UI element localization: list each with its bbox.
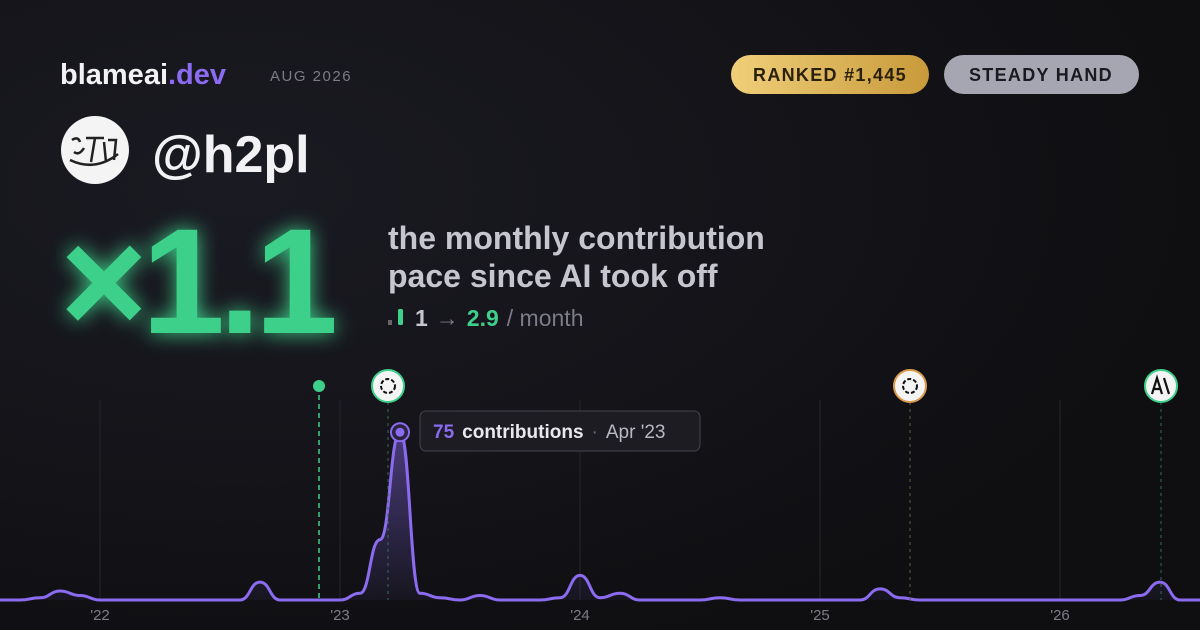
openai-icon — [371, 369, 405, 403]
x-tick-label: '26 — [1050, 607, 1070, 624]
brand: blameai.dev — [60, 59, 226, 91]
rank-text: RANKED #1,445 — [753, 65, 907, 85]
before-icon — [388, 320, 392, 325]
x-tick-label: '24 — [570, 607, 590, 624]
chart: '22 '23 '24 '25 '26 — [0, 400, 1200, 624]
x-tick-label: '22 — [90, 607, 110, 624]
rank-badge — [731, 55, 929, 94]
tooltip-value: 75 — [433, 422, 455, 443]
tooltip: 75 contributions · Apr '23 — [419, 410, 701, 452]
before-value: 1 — [415, 305, 428, 331]
title-text: STEADY HAND — [969, 65, 1113, 85]
brand-tld: .dev — [168, 59, 226, 91]
x-tick-label: '25 — [810, 607, 830, 624]
tooltip-unit: contributions — [462, 422, 583, 443]
pace-values: 1 → 2.9 / month — [415, 305, 584, 331]
avatar — [61, 116, 129, 184]
brand-name: blameai — [60, 59, 168, 91]
tooltip-box — [419, 410, 701, 452]
arrow: → — [436, 305, 459, 331]
handle: @h2pl — [152, 126, 310, 184]
unit: / month — [507, 305, 584, 331]
tooltip-date: Apr '23 — [606, 422, 666, 443]
openai-icon — [893, 369, 927, 403]
line — [0, 430, 1200, 602]
pace-line-1: the monthly contribution — [388, 220, 765, 256]
tooltip-separator: · — [592, 422, 598, 443]
title-badge — [944, 55, 1139, 94]
pace-line-2: pace since AI took off — [388, 258, 718, 294]
avatar-glyph — [69, 136, 119, 167]
x-tick-label: '23 — [330, 607, 350, 624]
date: AUG 2026 — [270, 68, 352, 85]
after-icon — [398, 309, 403, 325]
after-value: 2.9 — [467, 305, 499, 331]
event-dot — [313, 380, 325, 392]
tooltip-text: 75 contributions · Apr '23 — [433, 422, 665, 443]
anthropic-icon — [1144, 369, 1178, 403]
highlight-point — [395, 427, 405, 437]
multiplier: ×1.1 — [60, 197, 335, 365]
